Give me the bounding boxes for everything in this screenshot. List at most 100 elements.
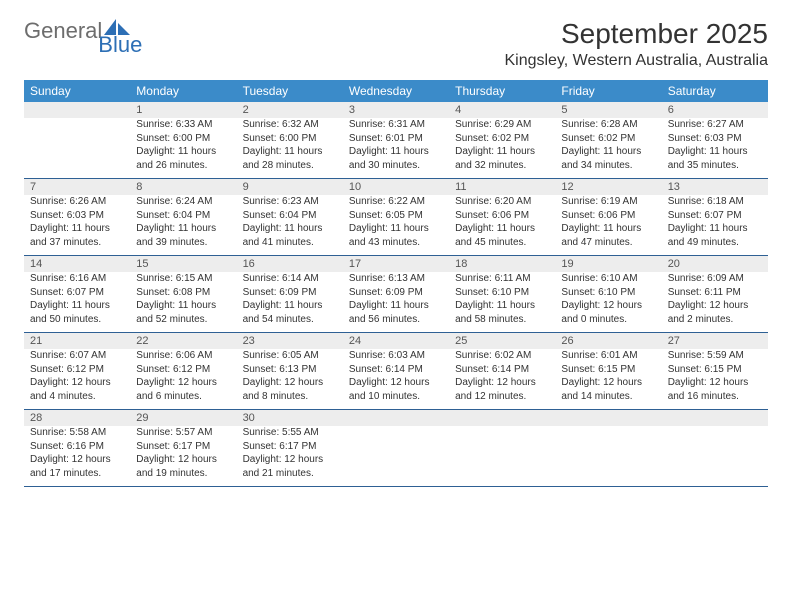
- week-row: Sunrise: 5:58 AMSunset: 6:16 PMDaylight:…: [24, 426, 768, 487]
- day-cell: Sunrise: 6:09 AMSunset: 6:11 PMDaylight:…: [662, 272, 768, 333]
- sunrise-line: Sunrise: 6:11 AM: [455, 272, 549, 286]
- day-cell: Sunrise: 6:14 AMSunset: 6:09 PMDaylight:…: [237, 272, 343, 333]
- day-number: 24: [343, 333, 449, 350]
- sunset-line: Sunset: 6:14 PM: [349, 363, 443, 377]
- day-cell: Sunrise: 6:31 AMSunset: 6:01 PMDaylight:…: [343, 118, 449, 179]
- sunrise-line: Sunrise: 6:09 AM: [668, 272, 762, 286]
- daylight-line: Daylight: 11 hours and 58 minutes.: [455, 299, 549, 326]
- day-number: 30: [237, 410, 343, 427]
- sunset-line: Sunset: 6:10 PM: [455, 286, 549, 300]
- day-cell: Sunrise: 5:59 AMSunset: 6:15 PMDaylight:…: [662, 349, 768, 410]
- day-number: 29: [130, 410, 236, 427]
- day-number: 23: [237, 333, 343, 350]
- week-row: Sunrise: 6:26 AMSunset: 6:03 PM Daylight:…: [24, 195, 768, 256]
- day-cell: Sunrise: 6:03 AMSunset: 6:14 PMDaylight:…: [343, 349, 449, 410]
- day-number: 7: [24, 179, 130, 196]
- sunset-line: Sunset: 6:03 PM: [30, 209, 124, 223]
- sunrise-line: Sunrise: 6:26 AM: [30, 195, 124, 209]
- daylight-line: Daylight: 12 hours and 10 minutes.: [349, 376, 443, 403]
- sunrise-line: Sunrise: 6:24 AM: [136, 195, 230, 209]
- day-cell: Sunrise: 6:23 AMSunset: 6:04 PMDaylight:…: [237, 195, 343, 256]
- day-number: 28: [24, 410, 130, 427]
- sunrise-line: Sunrise: 6:15 AM: [136, 272, 230, 286]
- daylight-line: Daylight: 11 hours and 39 minutes.: [136, 222, 230, 249]
- sunset-line: Sunset: 6:04 PM: [243, 209, 337, 223]
- day-cell: Sunrise: 6:26 AMSunset: 6:03 PMDaylight:…: [24, 195, 130, 256]
- daylight-line: Daylight: 11 hours and 26 minutes.: [136, 145, 230, 172]
- sunrise-line: Sunrise: 5:55 AM: [243, 426, 337, 440]
- week-row: Sunrise: 6:16 AMSunset: 6:07 PMDaylight:…: [24, 272, 768, 333]
- daylight-line: Daylight: 12 hours and 12 minutes.: [455, 376, 549, 403]
- daylight-line: Daylight: 12 hours and 17 minutes.: [30, 453, 124, 480]
- day-cell: [343, 426, 449, 487]
- day-number: [343, 410, 449, 427]
- daylight-line: Daylight: 12 hours and 14 minutes.: [561, 376, 655, 403]
- sunrise-line: Sunrise: 6:29 AM: [455, 118, 549, 132]
- day-number: [662, 410, 768, 427]
- dayhead-thu: Thursday: [449, 80, 555, 102]
- daylight-line: Daylight: 12 hours and 19 minutes.: [136, 453, 230, 480]
- sunset-line: Sunset: 6:00 PM: [243, 132, 337, 146]
- sunrise-line: Sunrise: 6:28 AM: [561, 118, 655, 132]
- sunset-line: Sunset: 6:17 PM: [136, 440, 230, 454]
- sunset-line: Sunset: 6:06 PM: [561, 209, 655, 223]
- sunrise-line: Sunrise: 6:22 AM: [349, 195, 443, 209]
- daynum-row: 123456: [24, 102, 768, 118]
- daylight-line: Daylight: 12 hours and 2 minutes.: [668, 299, 762, 326]
- day-cell: Sunrise: 6:32 AMSunset: 6:00 PMDaylight:…: [237, 118, 343, 179]
- sunset-line: Sunset: 6:14 PM: [455, 363, 549, 377]
- sunset-line: Sunset: 6:15 PM: [668, 363, 762, 377]
- day-number: 3: [343, 102, 449, 118]
- sunrise-line: Sunrise: 6:27 AM: [668, 118, 762, 132]
- day-cell: Sunrise: 5:58 AMSunset: 6:16 PMDaylight:…: [24, 426, 130, 487]
- sunset-line: Sunset: 6:05 PM: [349, 209, 443, 223]
- sunset-line: Sunset: 6:12 PM: [136, 363, 230, 377]
- daynum-row: 21222324252627: [24, 333, 768, 350]
- day-cell: [555, 426, 661, 487]
- day-header-row: Sunday Monday Tuesday Wednesday Thursday…: [24, 80, 768, 102]
- day-number: 22: [130, 333, 236, 350]
- dayhead-tue: Tuesday: [237, 80, 343, 102]
- daylight-line: Daylight: 11 hours and 49 minutes.: [668, 222, 762, 249]
- day-number: 5: [555, 102, 661, 118]
- sunrise-line: Sunrise: 6:14 AM: [243, 272, 337, 286]
- day-cell: Sunrise: 6:29 AMSunset: 6:02 PMDaylight:…: [449, 118, 555, 179]
- sunrise-line: Sunrise: 6:02 AM: [455, 349, 549, 363]
- day-number: 21: [24, 333, 130, 350]
- day-number: 12: [555, 179, 661, 196]
- day-number: 10: [343, 179, 449, 196]
- sunset-line: Sunset: 6:15 PM: [561, 363, 655, 377]
- day-number: 19: [555, 256, 661, 273]
- sunset-line: Sunset: 6:07 PM: [668, 209, 762, 223]
- daylight-line: Daylight: 11 hours and 56 minutes.: [349, 299, 443, 326]
- daylight-line: Daylight: 11 hours and 35 minutes.: [668, 145, 762, 172]
- sunrise-line: Sunrise: 5:59 AM: [668, 349, 762, 363]
- week-row: Sunrise: 6:07 AMSunset: 6:12 PMDaylight:…: [24, 349, 768, 410]
- sunset-line: Sunset: 6:13 PM: [243, 363, 337, 377]
- sunrise-line: Sunrise: 6:07 AM: [30, 349, 124, 363]
- day-number: 26: [555, 333, 661, 350]
- logo-text-general: General: [24, 18, 102, 44]
- day-number: 14: [24, 256, 130, 273]
- day-number: 11: [449, 179, 555, 196]
- daylight-line: Daylight: 12 hours and 6 minutes.: [136, 376, 230, 403]
- day-number: 4: [449, 102, 555, 118]
- sunset-line: Sunset: 6:02 PM: [561, 132, 655, 146]
- day-number: 20: [662, 256, 768, 273]
- day-cell: Sunrise: 6:01 AMSunset: 6:15 PMDaylight:…: [555, 349, 661, 410]
- month-title: September 2025: [504, 18, 768, 50]
- day-cell: Sunrise: 6:07 AMSunset: 6:12 PMDaylight:…: [24, 349, 130, 410]
- day-number: 27: [662, 333, 768, 350]
- day-cell: [449, 426, 555, 487]
- dayhead-fri: Friday: [555, 80, 661, 102]
- day-cell: Sunrise: 6:19 AMSunset: 6:06 PMDaylight:…: [555, 195, 661, 256]
- day-cell: Sunrise: 6:11 AMSunset: 6:10 PMDaylight:…: [449, 272, 555, 333]
- logo: General Blue: [24, 18, 175, 44]
- sunrise-line: Sunrise: 6:03 AM: [349, 349, 443, 363]
- sunset-line: Sunset: 6:04 PM: [136, 209, 230, 223]
- daylight-line: Daylight: 12 hours and 0 minutes.: [561, 299, 655, 326]
- sunset-line: Sunset: 6:03 PM: [668, 132, 762, 146]
- day-cell: Sunrise: 6:33 AMSunset: 6:00 PMDaylight:…: [130, 118, 236, 179]
- day-number: 18: [449, 256, 555, 273]
- day-number: 25: [449, 333, 555, 350]
